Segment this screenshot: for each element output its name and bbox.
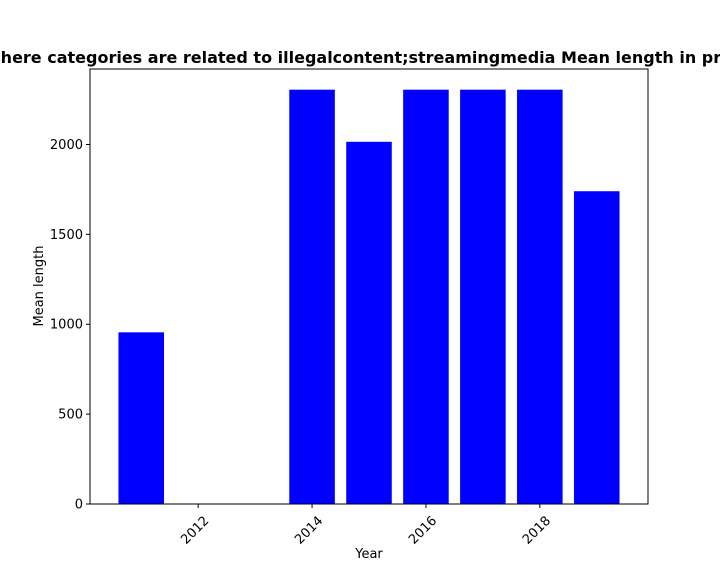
x-tick-label: 2014 bbox=[292, 514, 326, 548]
bar-2011 bbox=[118, 332, 165, 504]
y-tick-label: 1000 bbox=[50, 318, 83, 333]
plot-frame bbox=[89, 68, 649, 505]
x-tick-label: 2016 bbox=[406, 514, 440, 548]
chart-title: Websites where categories are related to… bbox=[0, 48, 720, 67]
y-tick-label: 0 bbox=[75, 498, 83, 513]
bar-2017 bbox=[460, 89, 506, 505]
bars-group bbox=[118, 89, 620, 505]
bar-2019 bbox=[573, 191, 620, 505]
y-axis-ticks: 0 500 1000 1500 2000 bbox=[50, 138, 90, 513]
x-tick-label: 2012 bbox=[178, 514, 212, 548]
bar-2015 bbox=[346, 141, 392, 504]
bar-2018 bbox=[517, 89, 563, 505]
y-axis-label: Mean length bbox=[32, 246, 47, 327]
bar-2014 bbox=[289, 89, 335, 505]
x-tick-label: 2018 bbox=[520, 514, 554, 548]
y-tick-label: 2000 bbox=[50, 138, 83, 153]
y-tick-label: 1500 bbox=[50, 228, 83, 243]
x-axis-label: Year bbox=[354, 547, 383, 562]
y-tick-label: 500 bbox=[58, 408, 83, 423]
x-axis-ticks: 2012 2014 2016 2018 bbox=[178, 504, 554, 548]
bar-2016 bbox=[403, 89, 449, 505]
